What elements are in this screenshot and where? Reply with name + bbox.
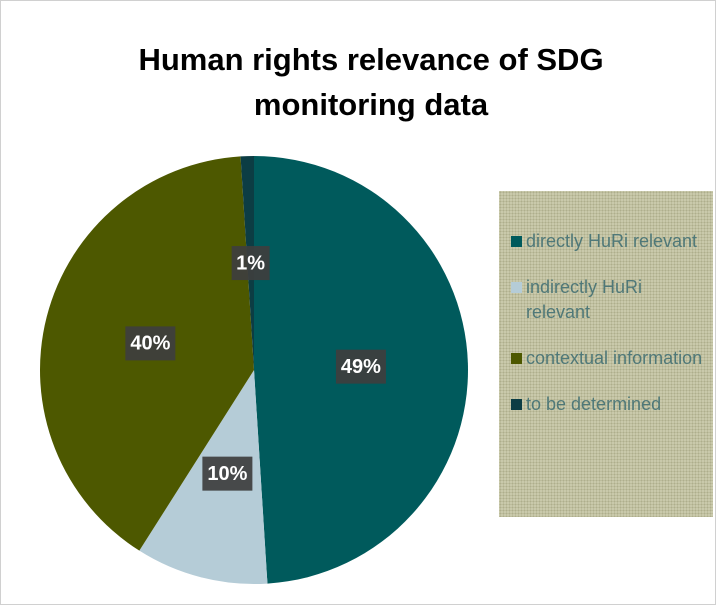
legend-label: to be determined xyxy=(526,394,662,414)
data-label: 1% xyxy=(236,252,265,274)
legend: directly HuRi relevant indirectly HuRi re… xyxy=(499,191,713,517)
legend-entry: to be determined xyxy=(511,392,705,417)
data-label-box xyxy=(231,246,270,281)
chart-title: Human rights relevance of SDG monitoring… xyxy=(138,42,604,122)
data-label: 49% xyxy=(341,356,381,378)
legend-entry: indirectly HuRi relevant xyxy=(511,275,705,325)
legend-swatch xyxy=(511,399,522,410)
data-label-box xyxy=(125,326,176,361)
data-label: 40% xyxy=(130,333,170,355)
legend-swatch xyxy=(511,236,522,247)
legend-swatch xyxy=(511,282,522,293)
legend-entry: directly HuRi relevant xyxy=(511,229,705,254)
legend-label: directly HuRi relevant xyxy=(526,231,698,251)
legend-swatch xyxy=(511,353,522,364)
data-label-box xyxy=(202,456,253,491)
data-label-box xyxy=(335,349,386,384)
data-label: 10% xyxy=(207,463,247,485)
legend-label: indirectly HuRi relevant xyxy=(526,277,643,322)
legend-entry: contextual information xyxy=(511,346,705,371)
legend-label: contextual information xyxy=(526,348,703,368)
